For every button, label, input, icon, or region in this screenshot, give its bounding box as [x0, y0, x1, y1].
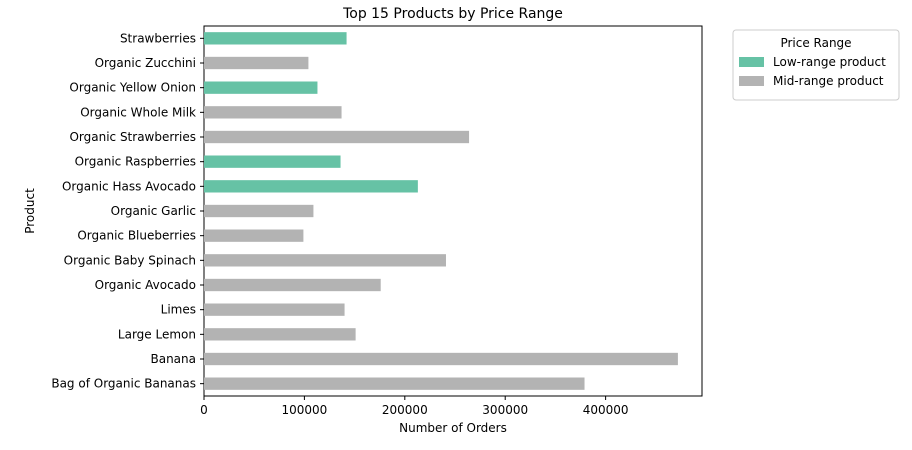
y-tick-label: Strawberries: [120, 31, 196, 45]
y-tick-label: Organic Strawberries: [69, 130, 196, 144]
y-tick-label: Organic Hass Avocado: [62, 179, 196, 193]
bar-organic-hass-avocado: [204, 180, 418, 193]
y-tick-label: Organic Raspberries: [75, 155, 196, 169]
y-tick-label: Limes: [161, 303, 196, 317]
bar-organic-baby-spinach: [204, 254, 446, 267]
y-tick-label: Large Lemon: [118, 327, 196, 341]
legend-swatch-low-range: [739, 57, 764, 67]
x-tick-label: 300000: [482, 403, 528, 417]
bar-bag-of-organic-bananas: [204, 377, 585, 390]
legend: Price Range Low-range product Mid-range …: [732, 29, 900, 101]
legend-label-low-range: Low-range product: [773, 55, 886, 69]
y-tick-label: Organic Zucchini: [95, 56, 196, 70]
y-tick-label: Organic Garlic: [111, 204, 196, 218]
bar-organic-yellow-onion: [204, 81, 318, 94]
bar-strawberries: [204, 32, 347, 45]
y-tick-label: Banana: [150, 352, 196, 366]
y-axis-label: Product: [23, 188, 37, 234]
x-tick-label: 200000: [382, 403, 428, 417]
y-tick-label: Bag of Organic Bananas: [51, 377, 196, 391]
x-tick-label: 400000: [583, 403, 629, 417]
bars-layer: [204, 32, 678, 390]
legend-label-mid-range: Mid-range product: [773, 74, 884, 88]
bar-large-lemon: [204, 328, 356, 341]
y-axis: Strawberries Organic Zucchini Organic Yell…: [51, 31, 204, 391]
legend-swatch-mid-range: [739, 76, 764, 86]
bar-organic-garlic: [204, 204, 314, 218]
x-tick-label: 0: [200, 403, 208, 417]
bar-organic-strawberries: [204, 130, 470, 144]
bar-organic-zucchini: [204, 56, 309, 70]
legend-box: [732, 29, 900, 101]
y-tick-label: Organic Yellow Onion: [69, 81, 196, 95]
y-tick-label: Organic Avocado: [95, 278, 196, 292]
bar-organic-raspberries: [204, 155, 341, 168]
y-tick-label: Organic Whole Milk: [80, 105, 196, 119]
x-axis: 0 100000 200000 300000 400000: [200, 396, 629, 417]
chart-title: Top 15 Products by Price Range: [342, 6, 563, 22]
x-axis-label: Number of Orders: [399, 421, 507, 435]
y-tick-label: Organic Baby Spinach: [64, 253, 196, 267]
bar-banana: [204, 352, 678, 366]
x-tick-label: 100000: [281, 403, 327, 417]
bar-limes: [204, 303, 345, 316]
bar-organic-blueberries: [204, 229, 304, 242]
plot-area: Strawberries Organic Zucchini Organic Yell…: [51, 25, 703, 417]
bar-organic-avocado: [204, 278, 381, 292]
y-tick-label: Organic Blueberries: [77, 229, 196, 243]
legend-title: Price Range: [780, 36, 851, 50]
bar-organic-whole-milk: [204, 106, 342, 119]
